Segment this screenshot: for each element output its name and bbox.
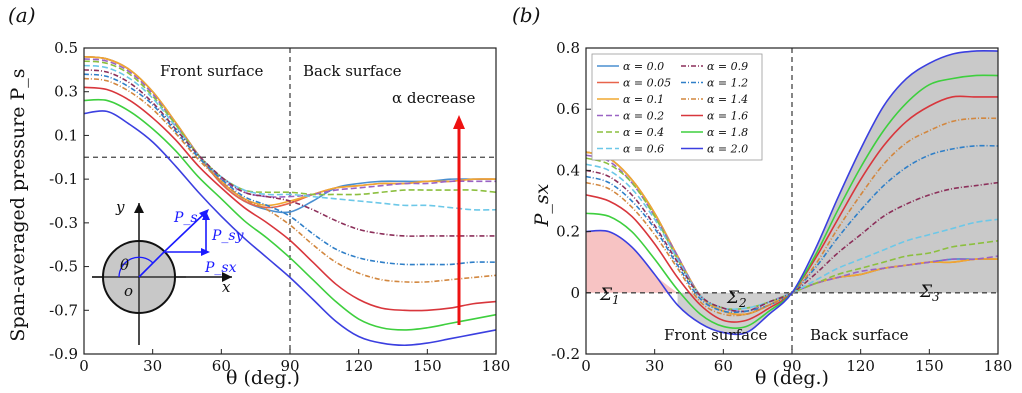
chart-a-front-surface: Front surface (160, 62, 263, 80)
chart-b-back-surface: Back surface (810, 326, 909, 344)
chart-b-ticks: 0 30 60 90 120 150 180-0.200.20.40.60.8 (551, 39, 1012, 375)
chart-a-alpha-decrease: α decrease (392, 89, 475, 107)
chart-b-xtick-label: 120 (846, 357, 875, 375)
chart-b-ylabel: P_sx (531, 183, 553, 227)
chart-b-ytick-label: 0.4 (556, 161, 580, 179)
chart-a-trend-arrowhead (453, 115, 465, 129)
chart-a-ytick-label: -0.3 (49, 214, 78, 232)
chart-a-ytick-label: -0.5 (49, 258, 78, 276)
chart-b-xtick-label: 90 (782, 357, 801, 375)
chart-b-xtick-label: 30 (645, 357, 664, 375)
chart-a-xtick-label: 180 (482, 357, 511, 375)
diagram-y-arrowhead (134, 203, 144, 213)
chart-b-legend-label: α = 0.9 (707, 60, 748, 73)
diagram-theta-arc (118, 256, 154, 278)
chart-b-legend-label: α = 1.4 (707, 93, 748, 106)
chart-a: 0 30 60 90 120 150 180 -0.9 -0.7 -0.5 -0.3 -0.1 0.1 0… (7, 39, 510, 389)
chart-b-xlabel: θ (deg.) (755, 367, 829, 388)
chart-a-series-line (83, 77, 497, 283)
chart-b-legend-label: α = 1.8 (707, 126, 748, 139)
chart-a-back-surface: Back surface (303, 62, 402, 80)
diagram-x-arrowhead (222, 272, 232, 282)
chart-a-xtick-label: 120 (344, 357, 373, 375)
chart-b-legend-label: α = 0.0 (623, 60, 664, 73)
chart-b-ytick-label: 0.8 (556, 39, 580, 57)
chart-a-ytick-label: -0.9 (49, 345, 78, 363)
diagram-radius-line (138, 251, 165, 278)
diagram-ps-arrowhead (199, 209, 209, 219)
chart-a-series-line (83, 64, 497, 211)
panel-b-label: (b) (512, 3, 540, 27)
chart-a-ytick-label: 0.5 (54, 39, 78, 57)
chart-a-series-group (83, 48, 497, 354)
chart-a-series-line (83, 60, 497, 196)
diagram-origin-label: o (124, 282, 133, 300)
chart-a-ytick-label: 0.3 (54, 83, 78, 101)
chart-b-legend-label: α = 0.1 (623, 93, 664, 106)
chart-a-xtick-label: 60 (212, 357, 231, 375)
chart-b-xtick-label: 150 (915, 357, 944, 375)
chart-a-ytick-label: -0.7 (49, 301, 78, 319)
diagram-psx-label: P_sx (204, 260, 237, 276)
chart-b-xtick-label: 60 (714, 357, 733, 375)
chart-a-series-line (83, 98, 497, 331)
chart-b-series-line (585, 163, 999, 311)
chart-a-ticks: 0 30 60 90 120 150 180 -0.9 -0.7 -0.5 -0.3 -0.1 0.1 0… (49, 39, 510, 375)
chart-a-ytick-label: 0.1 (54, 126, 78, 144)
diagram-psy-arrowhead (202, 211, 210, 220)
diagram-theta-label: θ (120, 256, 129, 274)
chart-a-ytick-label: -0.1 (49, 170, 78, 188)
chart-a-cylinder-diagram: y x o θ P_s P_sy P_sx (92, 198, 245, 345)
diagram-ps-label: P_s (173, 210, 198, 226)
diagram-psy-label: P_sy (211, 228, 245, 244)
chart-a-series-line (83, 58, 496, 198)
chart-b-legend-label: α = 1.6 (707, 110, 748, 123)
diagram-y-label: y (115, 198, 125, 216)
chart-b-legend-label: α = 0.4 (623, 126, 664, 139)
chart-a-ylabel: Span-averaged pressure P_s (7, 68, 29, 341)
chart-b-ytick-label: 0 (570, 284, 580, 302)
chart-b-legend-label: α = 1.2 (707, 77, 748, 90)
chart-a-series-line (83, 86, 497, 312)
chart-a-series-line (83, 73, 497, 266)
chart-a-xtick-label: 150 (413, 357, 442, 375)
chart-a-series-line (83, 69, 496, 237)
chart-a-xtick-label: 30 (143, 357, 162, 375)
chart-b-legend-box (591, 53, 763, 161)
chart-b-xtick-label: 0 (581, 357, 591, 375)
chart-b: 0 30 60 90 120 150 180-0.200.20.40.60.8 Σ1 Σ2 … (531, 39, 1012, 389)
chart-b-front-surface: Front surface (664, 326, 767, 344)
chart-a-xlabel: θ (deg.) (226, 367, 300, 388)
chart-b-sigma1-area (586, 230, 678, 293)
chart-b-legend-label: α = 2.0 (707, 143, 748, 156)
chart-b-series-group (585, 48, 999, 354)
diagram-x-label: x (222, 278, 231, 296)
chart-b-xtick-label: 180 (984, 357, 1013, 375)
chart-b-series-line (585, 50, 999, 336)
chart-a-series-line (83, 110, 497, 347)
chart-b-ytick-label: 0.6 (556, 100, 580, 118)
chart-b-legend-label: α = 0.2 (623, 110, 664, 123)
chart-a-xtick-label: 0 (79, 357, 89, 375)
chart-b-ytick-label: -0.2 (551, 345, 580, 363)
chart-b-series-line (585, 154, 999, 313)
chart-b-legend-label: α = 0.05 (623, 77, 671, 90)
chart-b-sigma3-area (792, 50, 998, 293)
chart-b-legend: α = 0.0 α = 0.05 α = 0.1 α = 0.2 α = 0.4 α = … (591, 53, 763, 161)
chart-b-legend-label: α = 0.6 (623, 143, 664, 156)
panel-a-label: (a) (8, 3, 36, 27)
diagram-ps-vector (163, 211, 207, 253)
chart-b-ytick-label: 0.2 (556, 223, 580, 241)
chart-a-xtick-label: 90 (280, 357, 299, 375)
